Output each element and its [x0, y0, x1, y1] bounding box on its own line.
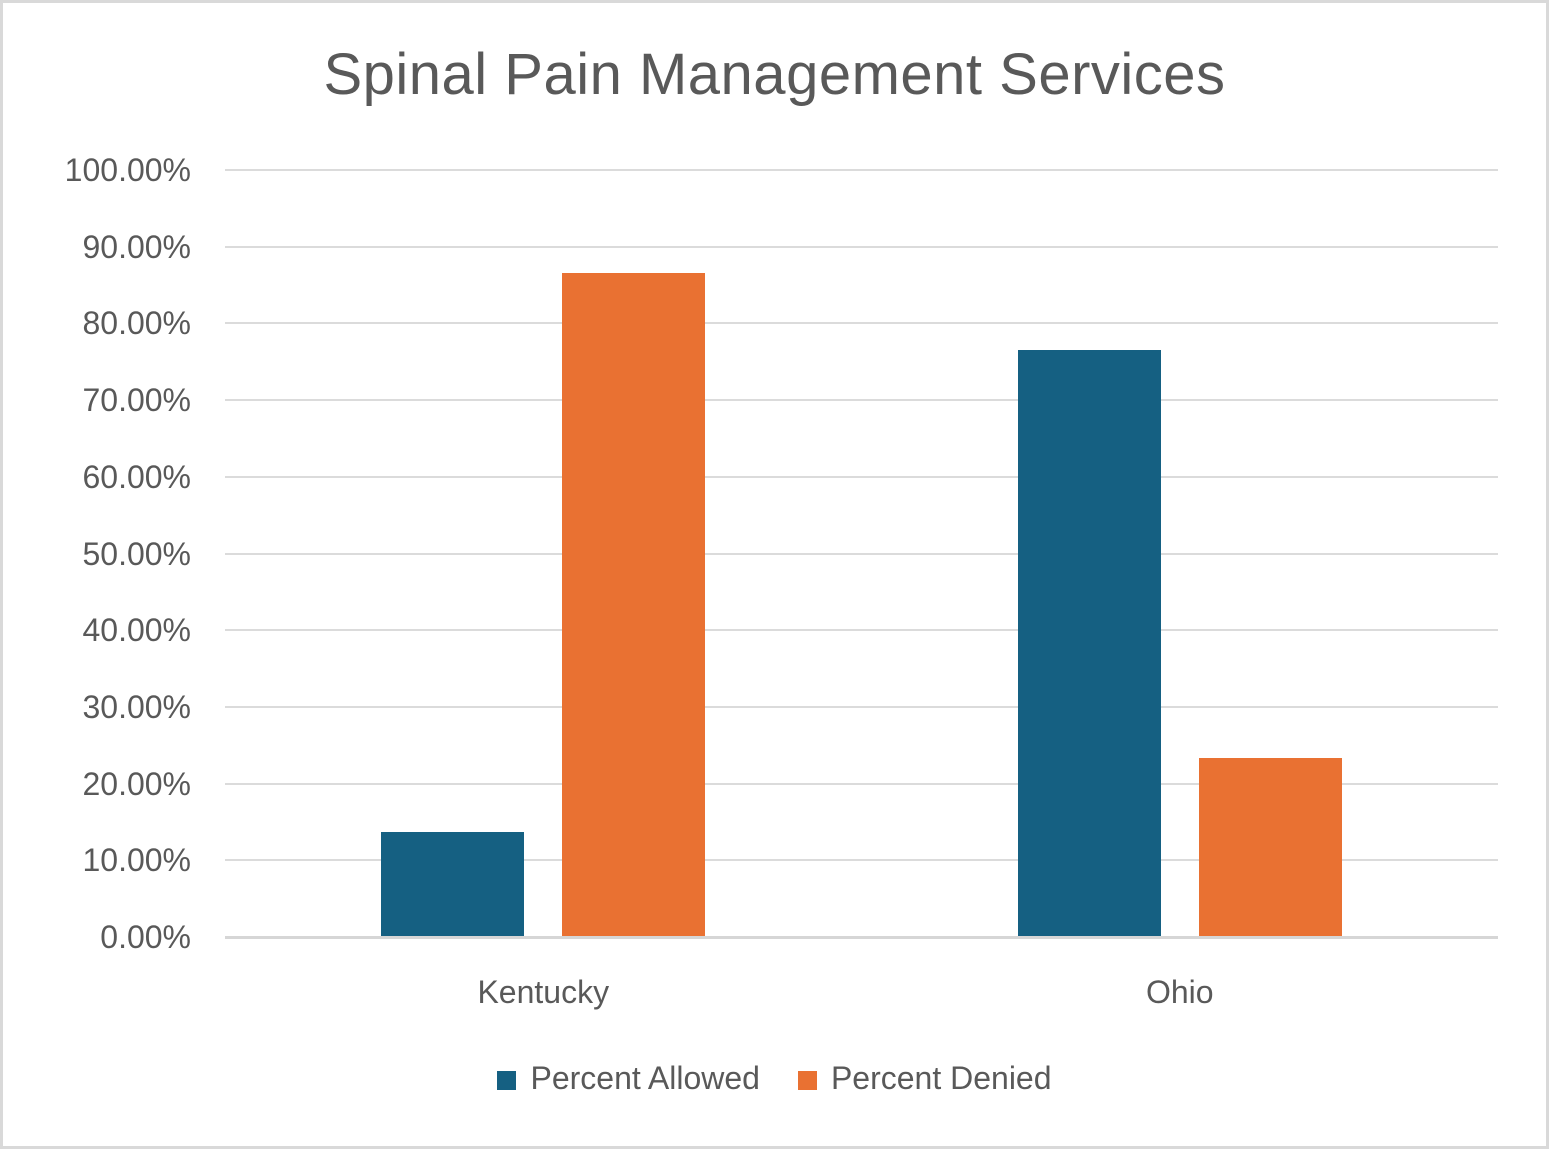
plot-area — [225, 169, 1498, 939]
chart-title: Spinal Pain Management Services — [323, 42, 1226, 107]
gridline — [225, 245, 1498, 248]
bar-ohio-percent-allowed — [1017, 350, 1161, 937]
gridline — [225, 859, 1498, 862]
gridline — [225, 322, 1498, 325]
gridline — [225, 475, 1498, 478]
y-tick-label: 90.00% — [82, 228, 191, 265]
gridline — [225, 629, 1498, 632]
y-tick-label: 60.00% — [82, 458, 191, 495]
gridline — [225, 552, 1498, 555]
x-axis-line — [225, 936, 1498, 939]
legend-marker-icon — [497, 1070, 517, 1090]
legend-item-percent-denied: Percent Denied — [797, 1060, 1052, 1097]
x-tick-label-kentucky: Kentucky — [477, 974, 610, 1010]
y-tick-label: 100.00% — [64, 152, 191, 188]
y-tick-label: 20.00% — [82, 765, 191, 802]
gridline — [225, 399, 1498, 402]
x-tick-label-ohio: Ohio — [1145, 974, 1214, 1010]
gridline — [225, 782, 1498, 785]
bar-kentucky-percent-denied — [562, 272, 706, 937]
legend-label: Percent Denied — [830, 1060, 1052, 1096]
y-tick-label: 40.00% — [82, 612, 191, 649]
bar-ohio-percent-denied — [1198, 758, 1342, 937]
gridline — [225, 705, 1498, 708]
y-tick-label: 70.00% — [82, 382, 191, 419]
y-tick-label: 0.00% — [100, 919, 191, 955]
legend-marker-icon — [797, 1070, 817, 1090]
gridline — [225, 169, 1498, 171]
legend-item-percent-allowed: Percent Allowed — [497, 1060, 760, 1097]
y-tick-label: 10.00% — [82, 842, 191, 879]
bar-kentucky-percent-allowed — [381, 831, 525, 937]
y-tick-label: 30.00% — [82, 688, 191, 725]
legend-label: Percent Allowed — [530, 1060, 760, 1096]
y-tick-label: 80.00% — [82, 305, 191, 342]
legend: Percent Allowed Percent Denied — [3, 1060, 1546, 1097]
y-tick-label: 50.00% — [82, 535, 191, 572]
